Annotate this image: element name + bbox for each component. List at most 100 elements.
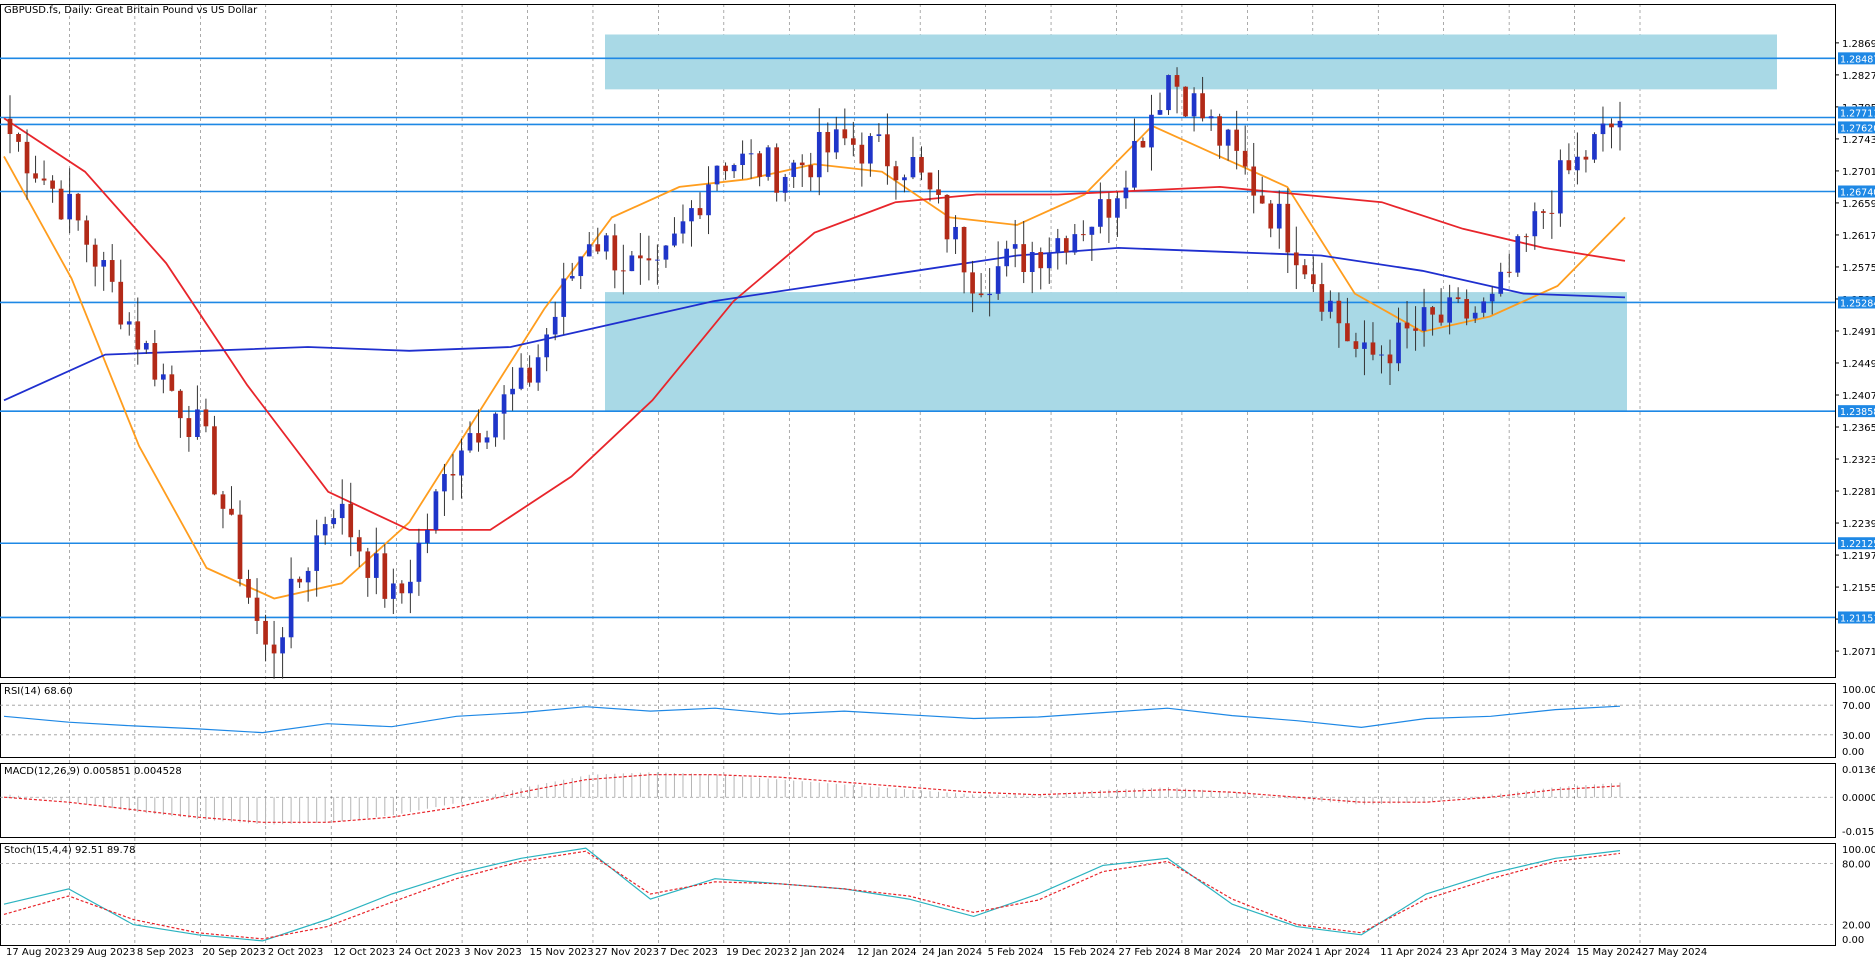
candle (16, 132, 21, 152)
candle-body (510, 388, 515, 395)
candle (706, 166, 711, 235)
candle (348, 482, 354, 557)
candle-body (229, 508, 234, 515)
candle-body (1489, 293, 1495, 302)
candle-body (416, 542, 422, 582)
candle-body (697, 208, 703, 216)
candle-body (152, 343, 158, 380)
candle-body (186, 418, 192, 437)
candle (1600, 106, 1606, 152)
candle (1353, 332, 1359, 358)
candle (1183, 86, 1188, 117)
candle-body (1609, 123, 1614, 128)
candle (169, 365, 175, 392)
candle-body (1285, 203, 1291, 253)
candle-body (109, 260, 115, 282)
candle-body (467, 433, 473, 451)
candle-body (348, 503, 354, 538)
candle-body (595, 244, 601, 252)
candle (1396, 307, 1401, 372)
candle (50, 175, 55, 203)
candle (1328, 290, 1333, 319)
candle-body (33, 173, 38, 179)
panel-tick-label: 0.00 (1842, 747, 1864, 758)
candle-body (212, 426, 217, 495)
candle (220, 490, 226, 529)
horizontal-levels[interactable] (0, 57, 1835, 619)
candle-body (41, 178, 47, 181)
date-label: 15 Feb 2024 (1053, 947, 1115, 958)
level-badge (1838, 52, 1875, 65)
candle (1242, 125, 1248, 175)
date-label: 2 Oct 2023 (268, 947, 323, 958)
level-badge (1838, 405, 1875, 418)
candle (203, 398, 209, 433)
candle-body (961, 226, 967, 273)
candle (58, 180, 64, 220)
candle (816, 108, 822, 196)
candle (1617, 101, 1623, 151)
candle-body (373, 553, 379, 578)
candle-body (1217, 116, 1222, 146)
candle (1046, 237, 1052, 284)
candle-body (1540, 211, 1546, 213)
candle (92, 238, 98, 287)
candle-body (237, 514, 243, 579)
candle (126, 312, 132, 336)
panel-frame (0, 763, 1836, 838)
date-label: 2 Jan 2024 (791, 947, 845, 958)
panel-tick-label: 80.00 (1842, 859, 1871, 870)
candle (1302, 259, 1308, 280)
panel-tick-label: 0.000000 (1842, 793, 1875, 804)
price-tick-label: 1.23230 (1842, 455, 1875, 466)
level-badge (1838, 296, 1875, 309)
candle-body (612, 235, 618, 271)
candle (987, 268, 992, 317)
candle-body (561, 278, 567, 317)
candle (1157, 92, 1163, 115)
level-badge-label: 1.27620 (1840, 123, 1875, 134)
candle-body (1515, 236, 1521, 273)
candle (697, 192, 703, 220)
candle (467, 421, 473, 453)
panel-tick-label: 0.00 (1842, 935, 1864, 946)
date-label: 29 Aug 2023 (71, 947, 135, 958)
macd-signal-line (3, 774, 1621, 823)
candle (1080, 220, 1086, 242)
candle (484, 430, 490, 450)
stoch-signal-line (3, 850, 1621, 940)
candle (229, 486, 234, 516)
candle (1566, 143, 1572, 175)
moving-averages (3, 117, 1626, 600)
candle (390, 568, 396, 615)
candle (723, 162, 728, 180)
candle-body (1259, 195, 1265, 204)
candle (1029, 241, 1035, 294)
candle (493, 412, 498, 447)
candle (638, 233, 643, 285)
candle-body (288, 578, 294, 638)
candle (919, 146, 924, 181)
date-label: 8 Sep 2023 (137, 947, 194, 958)
candle-body (246, 578, 251, 598)
candle (731, 163, 737, 179)
candle-body (1430, 307, 1435, 315)
candle-body (450, 474, 456, 476)
candle-body (731, 165, 737, 172)
candle (1558, 149, 1563, 227)
candle (416, 528, 422, 596)
candle (1336, 292, 1342, 348)
price-tick-label: 1.28270 (1842, 71, 1875, 82)
candle-body (740, 153, 745, 166)
candle-body (314, 535, 320, 571)
price-tick-label: 1.22390 (1842, 519, 1875, 530)
candle-body (254, 597, 260, 621)
candle-body (527, 367, 532, 383)
price-tick-label: 1.26170 (1842, 231, 1875, 242)
chart-title: GBPUSD.fs, Daily: Great Britain Pound vs… (4, 5, 258, 16)
candle-body (1115, 198, 1120, 218)
candle (714, 165, 720, 191)
